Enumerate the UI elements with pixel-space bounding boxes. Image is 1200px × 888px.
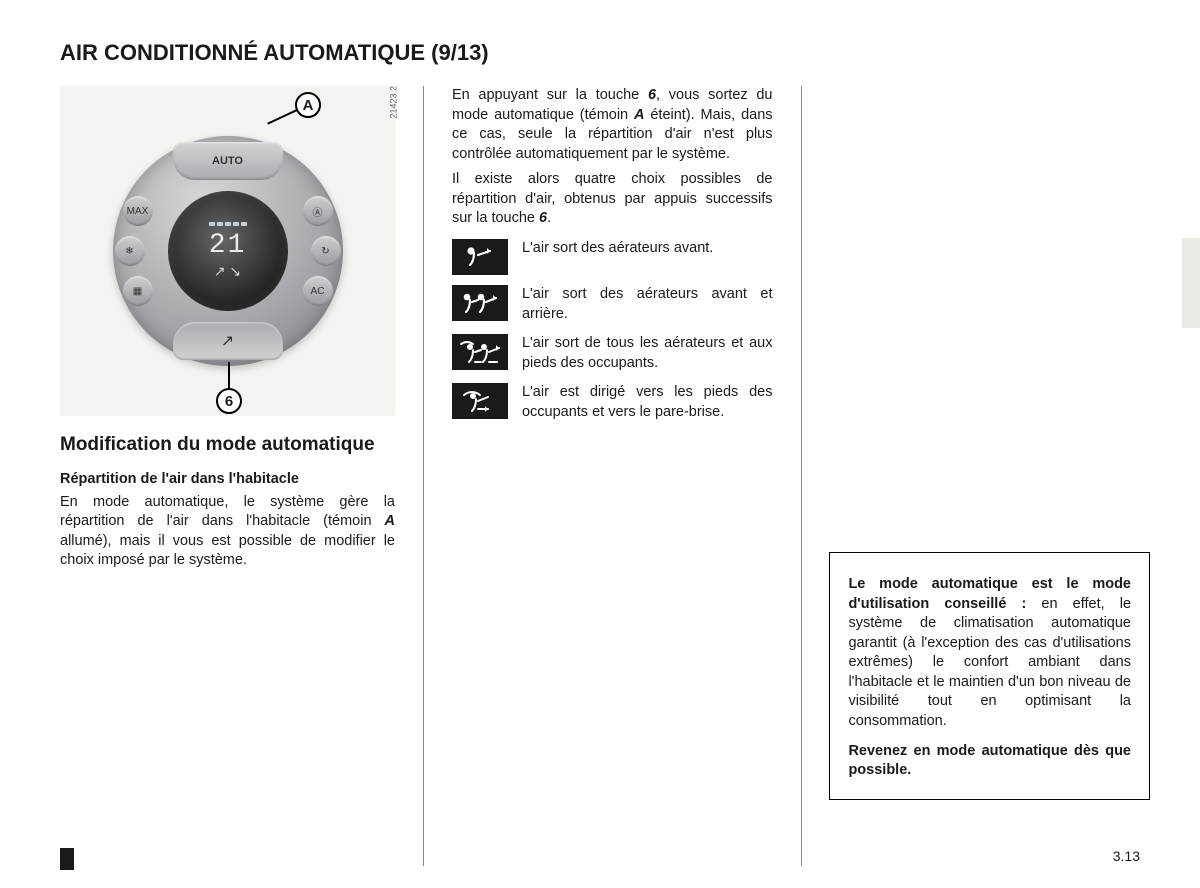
dial-airflow-button: ↗ [173,322,283,360]
col2-p2: Il existe alors quatre choix possibles d… [452,170,773,229]
dial-outer-ring: AUTO MAX ❄ ▦ Ⓐ ↻ AC ↗ 21 ↗ ↘ [113,136,343,366]
col1-p-a: En mode automatique, le système gère la … [60,494,395,530]
column-2: En appuyant sur la touche 6, vous sortez… [452,86,773,866]
c2p2b: 6 [539,210,547,226]
info-p2: Revenez en mode automatique dès que poss… [848,742,1131,781]
page-number: 3.13 [1113,848,1140,864]
airflow-icon-front-rear [452,285,508,321]
dial-auto-button: AUTO [173,142,283,180]
dial-btn-recirc-label: ↻ [321,246,329,257]
dial-btn-recirc: ↻ [311,236,341,266]
title-sub: (9/13) [431,40,488,65]
c2p2c: . [547,210,551,226]
info-box: Le mode automatique est le mode d'utilis… [829,552,1150,800]
dial-btn-ac-label: AC [311,286,325,297]
col1-p-b: A [385,513,395,529]
columns: 21423.2 A AUTO MAX ❄ ▦ Ⓐ ↻ AC ↗ [60,86,1150,866]
manual-page: AIR CONDITIONNÉ AUTOMATIQUE (9/13) 21423… [60,40,1150,850]
dial-btn-defrost-label: ▦ [133,286,142,297]
climate-dial: AUTO MAX ❄ ▦ Ⓐ ↻ AC ↗ 21 ↗ ↘ [113,136,343,366]
airflow-row-2: L'air sort des aérateurs avant et arrièr… [452,285,773,324]
dial-display: 21 ↗ ↘ [168,191,288,311]
airflow-text-4: L'air est dirigé vers les pieds des occu… [522,383,773,422]
col1-paragraph: En mode automatique, le système gère la … [60,493,395,571]
callout-6: 6 [216,388,242,414]
callout-A: A [295,92,321,118]
airflow-icon-all-feet [452,334,508,370]
callout-A-line [267,109,297,124]
page-title: AIR CONDITIONNÉ AUTOMATIQUE (9/13) [60,40,1150,66]
airflow-icon-front [452,239,508,275]
airflow-row-4: L'air est dirigé vers les pieds des occu… [452,383,773,422]
dial-photo: 21423.2 A AUTO MAX ❄ ▦ Ⓐ ↻ AC ↗ [60,86,395,416]
callout-6-label: 6 [225,393,233,410]
column-3: Le mode automatique est le mode d'utilis… [829,86,1150,846]
info-p1-rest: en effet, le système de climatisation au… [848,596,1131,729]
airflow-row-3: L'air sort de tous les aérateurs et aux … [452,334,773,373]
col1-p-c: allumé), mais il vous est possible de mo… [60,533,395,569]
dial-btn-max-label: MAX [127,206,149,217]
dial-btn-ac: AC [303,276,333,306]
subsection-heading: Répartition de l'air dans l'habitacle [60,471,395,487]
dial-btn-fan: ❄ [115,236,145,266]
dial-fan-bars [209,222,247,226]
dial-temp: 21 [209,230,247,261]
c2p1a: En appuyant sur la touche [452,87,648,103]
callout-A-label: A [303,97,314,114]
dial-airflow-glyph: ↗ [221,331,234,351]
dial-air-glyph: ↗ ↘ [214,263,241,280]
photo-code: 21423.2 [389,86,399,119]
airflow-row-1: L'air sort des aérateurs avant. [452,239,773,275]
dial-btn-defrost: ▦ [123,276,153,306]
airflow-text-2: L'air sort des aérateurs avant et arrièr… [522,285,773,324]
section-heading: Modification du mode automatique [60,434,395,457]
c2p1b: 6 [648,87,656,103]
title-main: AIR CONDITIONNÉ AUTOMATIQUE [60,40,431,65]
col2-p1: En appuyant sur la touche 6, vous sortez… [452,86,773,164]
dial-btn-autoA: Ⓐ [303,196,333,226]
dial-btn-autoA-label: Ⓐ [313,204,323,219]
airflow-text-1: L'air sort des aérateurs avant. [522,239,773,259]
c2p2a: Il existe alors quatre choix possibles d… [452,171,773,226]
dial-btn-fan-label: ❄ [125,246,133,257]
airflow-icon-feet-windshield [452,383,508,419]
c2p1d: A [634,107,644,123]
side-tab [1182,238,1200,328]
dial-auto-label: AUTO [212,155,243,167]
column-divider-2 [801,86,802,866]
info-p1: Le mode automatique est le mode d'utilis… [848,575,1131,732]
column-divider-1 [423,86,424,866]
dial-btn-max: MAX [123,196,153,226]
airflow-text-3: L'air sort de tous les aérateurs et aux … [522,334,773,373]
column-1: 21423.2 A AUTO MAX ❄ ▦ Ⓐ ↻ AC ↗ [60,86,395,866]
footer-mark [60,848,74,870]
